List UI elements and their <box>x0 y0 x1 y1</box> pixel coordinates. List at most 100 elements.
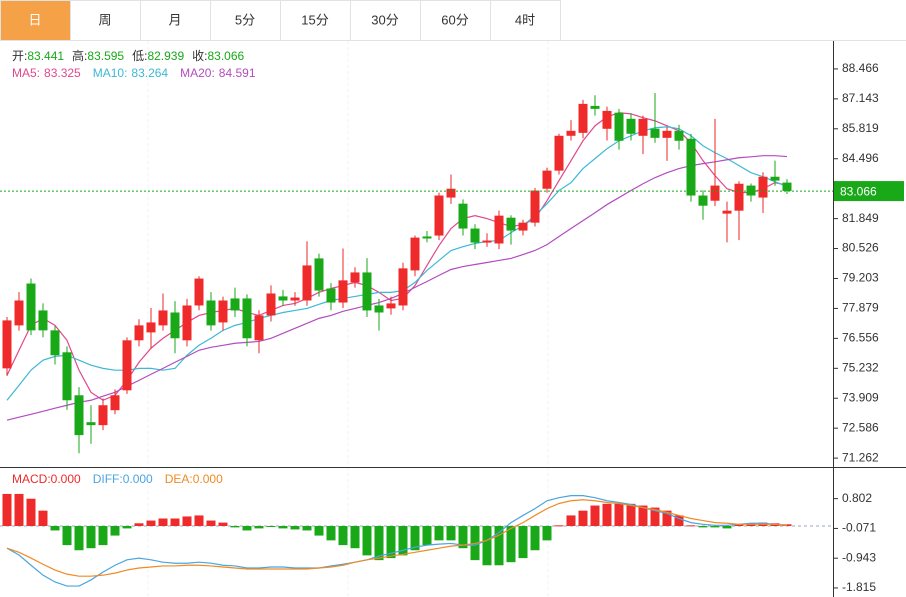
candle-body <box>470 228 480 243</box>
macd-bar <box>170 518 180 527</box>
macd-bar <box>542 526 552 541</box>
ma-line <box>6 155 788 421</box>
tab-label: 60分 <box>441 12 468 27</box>
macd-bar <box>14 493 24 527</box>
price-box-label: 83.066 <box>840 184 877 198</box>
tab[interactable]: 月 <box>140 0 211 41</box>
tab-bg <box>490 0 561 41</box>
ma-line <box>6 112 788 401</box>
candle-body <box>26 283 36 331</box>
info-label: 低: <box>132 49 147 63</box>
candle-body <box>710 185 720 201</box>
macd-legend-name: DIFF: <box>93 472 123 486</box>
y-tick-label: 84.496 <box>842 151 879 165</box>
y-tick-label: 85.819 <box>842 121 879 135</box>
macd-bar <box>398 526 408 556</box>
candle-body <box>242 298 252 339</box>
macd-bar <box>98 526 108 546</box>
ma-legend-name: MA10: <box>93 66 128 80</box>
macd-bar <box>626 503 636 527</box>
macd-legend-value: 0.000 <box>123 472 153 486</box>
macd-bar <box>158 518 168 527</box>
macd-bar <box>446 526 456 541</box>
macd-bar <box>506 526 516 563</box>
candle-body <box>422 236 432 239</box>
tab-label: 30分 <box>371 12 398 27</box>
macd-legend-value: 0.000 <box>51 472 81 486</box>
info-value: 83.066 <box>207 49 244 63</box>
candle-body <box>362 272 372 311</box>
ohlc-info: 开:83.441 高:83.595 低:82.939 收:83.066 <box>12 48 245 63</box>
ma-legend-name: MA20: <box>180 66 215 80</box>
candle-body <box>62 352 72 401</box>
candle-body <box>542 170 552 189</box>
macd-legend-value: 0.000 <box>193 472 223 486</box>
y-tick-label: -0.071 <box>842 521 876 535</box>
tab-label: 周 <box>98 12 111 27</box>
candle-body <box>218 300 228 323</box>
macd-bar <box>242 526 252 531</box>
macd-bar <box>26 498 36 527</box>
y-tick-label: 76.556 <box>842 331 879 345</box>
price-box <box>834 181 904 202</box>
macd-bar <box>602 503 612 527</box>
candle-body <box>278 296 288 301</box>
info-label: 收: <box>192 49 207 63</box>
candle-body <box>194 278 204 306</box>
tab[interactable]: 15分 <box>280 0 351 41</box>
candle-body <box>686 138 696 196</box>
macd-bar <box>650 507 660 527</box>
y-tick-label: 77.879 <box>842 301 879 315</box>
tab[interactable]: 日 <box>0 0 71 41</box>
macd-bar <box>710 526 720 528</box>
candle-body <box>698 195 708 206</box>
macd-bar <box>482 526 492 566</box>
ma-legend-value: 83.325 <box>44 66 81 80</box>
y-tick-label: -0.943 <box>842 550 876 564</box>
macd-bar <box>230 526 240 528</box>
tab-bg <box>280 0 351 41</box>
macd-bar <box>578 510 588 527</box>
candle-body <box>302 265 312 301</box>
macd-bar <box>722 526 732 529</box>
ma-legend-value: 83.264 <box>131 66 168 80</box>
candle-body <box>398 268 408 306</box>
y-tick-label: 87.143 <box>842 91 879 105</box>
macd-bar <box>410 526 420 551</box>
macd-bar <box>566 515 576 527</box>
tab-label: 日 <box>28 12 41 27</box>
macd-bar <box>674 515 684 527</box>
info-label: 开: <box>12 49 27 63</box>
macd-bar <box>38 510 48 527</box>
macd-bar <box>350 526 360 549</box>
macd-bar <box>422 526 432 546</box>
tab-bg <box>350 0 421 41</box>
macd-bar <box>74 526 84 551</box>
candle-body <box>566 130 576 136</box>
macd-bar <box>530 526 540 551</box>
macd-bar <box>266 526 276 528</box>
candle-body <box>446 188 456 198</box>
candle-body <box>602 110 612 129</box>
macd-bar <box>614 503 624 527</box>
macd-bar <box>362 526 372 556</box>
tab[interactable]: 30分 <box>350 0 421 41</box>
candle-body <box>434 195 444 236</box>
tab[interactable]: 5分 <box>210 0 281 41</box>
macd-bar <box>314 526 324 536</box>
macd-legend-name: DEA: <box>165 472 193 486</box>
tab[interactable]: 周 <box>70 0 141 41</box>
candle-body <box>374 305 384 313</box>
y-tick-label: 72.586 <box>842 420 879 434</box>
candle-body <box>626 118 636 134</box>
candle-body <box>206 300 216 326</box>
macd-bar <box>434 526 444 541</box>
tab[interactable]: 4时 <box>490 0 561 41</box>
macd-bar <box>734 524 744 527</box>
candle-body <box>134 325 144 341</box>
tab[interactable]: 60分 <box>420 0 491 41</box>
macd-bar <box>494 526 504 566</box>
macd-bar <box>278 526 288 529</box>
info-value: 82.939 <box>147 49 184 63</box>
